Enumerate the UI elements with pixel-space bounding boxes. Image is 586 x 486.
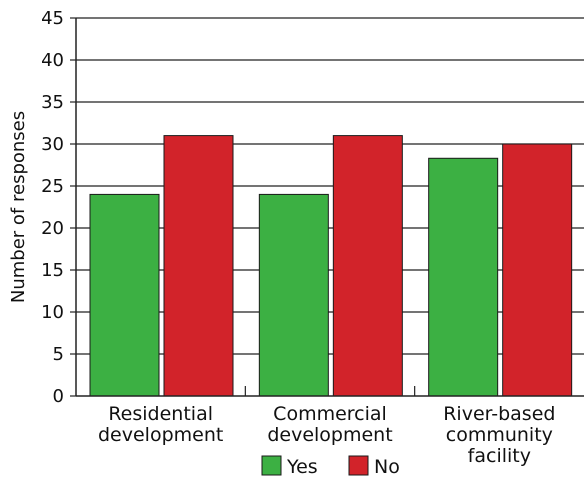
y-tick-label: 40 [41,50,64,71]
legend-swatch-no [348,455,369,476]
category-label-line: facility [468,445,531,467]
bar-no-2 [502,143,573,397]
y-tick-label: 10 [41,302,64,323]
bar-yes-0 [89,193,160,397]
category-label: Residential development [98,403,223,446]
gridlines [76,17,584,355]
category-label-line: community [446,424,553,446]
y-tick-label: 25 [41,176,64,197]
bar-no-1 [332,135,403,397]
legend: Yes No [261,455,400,478]
y-tick-label: 5 [53,344,64,365]
category-label-line: Residential [108,403,213,425]
category-label-line: Commercial [273,403,387,425]
y-tick-labels: 0 5 10 15 20 25 30 35 40 45 [41,8,64,407]
bar-yes-1 [258,193,329,397]
category-label-line: River-based [443,403,555,425]
category-label-line: development [98,424,223,446]
bar-no-0 [163,135,234,397]
axes [70,17,584,397]
bars [89,135,573,397]
y-axis-title: Number of responses [8,111,29,303]
y-tick-label: 30 [41,134,64,155]
legend-label-no: No [374,456,400,478]
y-tick-label: 20 [41,218,64,239]
legend-label-yes: Yes [286,456,318,478]
category-label: Commercial development [267,403,392,446]
legend-swatch-yes [261,455,282,476]
category-label-line: development [267,424,392,446]
bar-yes-2 [428,157,499,397]
y-tick-label: 0 [53,386,64,407]
category-label: River-based community facility [443,403,555,467]
y-tick-label: 45 [41,8,64,29]
y-tick-label: 15 [41,260,64,281]
y-tick-label: 35 [41,92,64,113]
